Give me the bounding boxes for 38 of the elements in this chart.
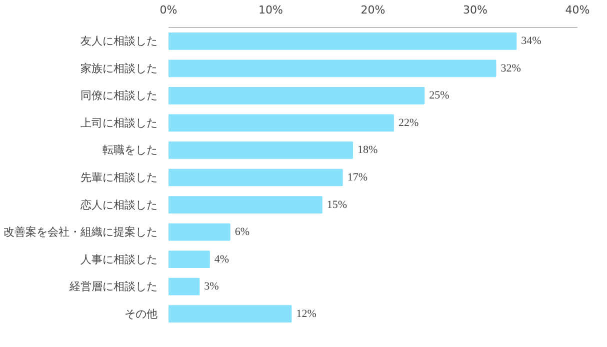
y-tick-label: 転職をした bbox=[102, 144, 158, 157]
bar bbox=[168, 87, 425, 104]
data-label: 3% bbox=[204, 280, 219, 293]
data-label: 17% bbox=[347, 172, 368, 184]
data-label: 18% bbox=[358, 144, 378, 156]
data-label: 32% bbox=[500, 62, 521, 74]
y-tick-label: 人事に相談した bbox=[80, 252, 158, 266]
bar bbox=[168, 305, 292, 323]
data-label: 12% bbox=[296, 308, 316, 320]
x-tick-label: 10% bbox=[258, 4, 283, 16]
x-tick-label: 20% bbox=[360, 4, 386, 16]
bar bbox=[168, 142, 354, 159]
bar bbox=[168, 168, 343, 186]
bar bbox=[168, 60, 496, 78]
bar bbox=[168, 32, 517, 50]
y-tick-label: 改善案を会社・組織に提案した bbox=[4, 226, 158, 239]
data-label: 22% bbox=[398, 116, 419, 129]
y-tick-label: 友人に相談した bbox=[80, 34, 158, 48]
x-tick-label: 30% bbox=[463, 4, 488, 16]
bar bbox=[168, 114, 394, 132]
y-tick-label: 恋人に相談した bbox=[80, 198, 158, 212]
data-label: 34% bbox=[521, 35, 542, 48]
x-tick-label: 0% bbox=[160, 4, 178, 16]
y-tick-label: 経営層に相談した bbox=[68, 280, 158, 294]
bar bbox=[168, 223, 230, 241]
y-tick-label: その他 bbox=[124, 307, 158, 320]
data-label: 4% bbox=[214, 253, 230, 266]
data-label: 15% bbox=[326, 198, 348, 211]
x-tick-label: 40% bbox=[565, 4, 590, 16]
data-label: 25% bbox=[429, 90, 450, 102]
y-tick-label: 家族に相談した bbox=[80, 62, 158, 75]
bar bbox=[168, 250, 210, 268]
y-tick-label: 同僚に相談した bbox=[80, 89, 158, 102]
y-tick-label: 先輩に相談した bbox=[80, 171, 158, 184]
data-label: 6% bbox=[234, 226, 250, 238]
bar bbox=[168, 278, 200, 296]
bar bbox=[168, 196, 322, 214]
y-tick-label: 上司に相談した bbox=[80, 116, 158, 130]
